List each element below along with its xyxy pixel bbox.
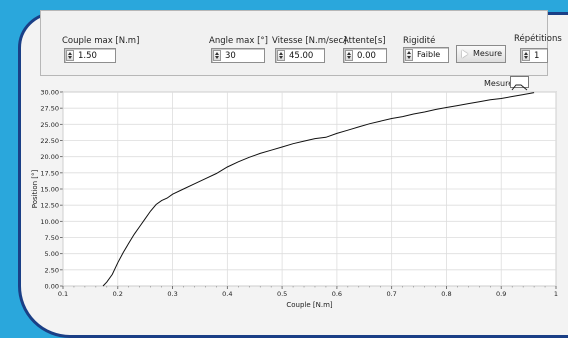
y-tick-label: 0.00 — [45, 283, 59, 291]
vitesse-field[interactable]: 45.00 — [275, 48, 325, 63]
y-tick-label: 20.00 — [40, 153, 59, 161]
mesure-button[interactable]: Mesure — [456, 45, 506, 63]
couple-max-value: 1.50 — [78, 51, 97, 61]
x-axis-label: Couple [N.m] — [286, 301, 333, 309]
angle-max-label: Angle max [°] — [209, 36, 268, 46]
controls-group — [40, 10, 548, 76]
y-tick-label: 25.00 — [40, 121, 59, 129]
couple-max-label: Couple max [N.m] — [62, 36, 140, 46]
x-tick-label: 0.9 — [496, 290, 506, 298]
line-style-icon — [511, 84, 528, 91]
y-tick-label: 17.50 — [40, 169, 59, 177]
mesure-button-label: Mesure — [473, 49, 503, 58]
angle-max-spinner[interactable] — [213, 50, 221, 61]
attente-label: Attente[s] — [343, 36, 386, 46]
y-tick-label: 27.50 — [40, 105, 59, 113]
couple-max-field[interactable]: 1.50 — [64, 48, 116, 63]
couple-max-spinner[interactable] — [66, 50, 74, 61]
angle-max-value: 30 — [225, 51, 236, 61]
y-tick-label: 2.50 — [45, 266, 59, 274]
rigidite-select[interactable]: Faible — [403, 47, 449, 63]
graph: 0.00 2.50 5.00 7.50 10.00 12.50 15.00 17.50 20.0… — [31, 89, 558, 310]
legend-plot-style-button[interactable] — [510, 76, 529, 91]
series-line-mesure — [102, 92, 535, 287]
rigidite-spinner[interactable] — [405, 49, 413, 61]
play-icon — [462, 50, 468, 58]
vitesse-value: 45.00 — [289, 51, 314, 61]
y-tick-label: 22.50 — [40, 137, 59, 145]
y-tick-label: 10.00 — [40, 218, 59, 226]
repetitions-label: Répétitions — [514, 34, 562, 44]
y-tick-label: 30.00 — [40, 89, 59, 97]
x-tick-label: 0.2 — [113, 290, 123, 298]
x-tick-label: 0.7 — [386, 290, 396, 298]
x-tick-label: 0.8 — [441, 290, 451, 298]
x-tick-label: 0.5 — [277, 290, 287, 298]
y-tick-label: 5.00 — [45, 250, 59, 258]
application-window: Couple max [N.m] 1.50 Angle max [°] 30 V… — [18, 10, 568, 338]
x-tick-label: 0.4 — [222, 290, 232, 298]
y-tick-label: 15.00 — [40, 186, 59, 194]
vitesse-spinner[interactable] — [277, 50, 285, 61]
attente-value: 0.00 — [357, 51, 376, 61]
angle-max-field[interactable]: 30 — [211, 48, 265, 63]
vitesse-label: Vitesse [N.m/sec] — [272, 36, 347, 46]
rigidite-value: Faible — [417, 50, 441, 59]
x-tick-label: 0.6 — [332, 290, 342, 298]
repetitions-field[interactable]: 1 — [520, 48, 548, 63]
repetitions-value: 1 — [534, 51, 540, 61]
y-axis-label: Position [°] — [31, 170, 39, 209]
attente-spinner[interactable] — [345, 50, 353, 61]
x-tick-label: 0.1 — [58, 290, 68, 298]
attente-field[interactable]: 0.00 — [343, 48, 387, 63]
x-tick-label: 1 — [554, 290, 558, 298]
repetitions-spinner[interactable] — [522, 50, 530, 61]
rigidite-label: Rigidité — [403, 36, 436, 46]
legend-series-label: Mesure — [484, 79, 514, 88]
y-tick-label: 12.50 — [40, 202, 59, 210]
x-tick-label: 0.3 — [167, 290, 177, 298]
y-tick-label: 7.50 — [45, 234, 59, 242]
